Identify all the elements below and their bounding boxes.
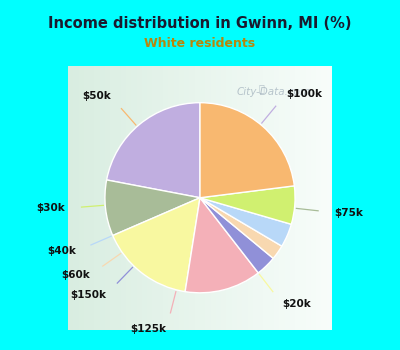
Wedge shape (107, 103, 200, 198)
Bar (179, 66, 184, 330)
Bar (147, 66, 152, 330)
Wedge shape (185, 198, 258, 293)
Bar (279, 66, 284, 330)
Bar (152, 66, 158, 330)
Bar (263, 66, 269, 330)
Bar (242, 66, 248, 330)
Text: $100k: $100k (286, 89, 322, 99)
Bar (200, 66, 205, 330)
Bar (226, 66, 232, 330)
Text: $40k: $40k (47, 246, 76, 256)
Bar (174, 66, 179, 330)
Bar (258, 66, 263, 330)
Wedge shape (200, 198, 273, 273)
Bar (190, 66, 195, 330)
Bar (168, 66, 174, 330)
Bar (221, 66, 226, 330)
Bar (105, 66, 110, 330)
Wedge shape (200, 186, 295, 224)
Bar (210, 66, 216, 330)
Wedge shape (105, 180, 200, 236)
Bar (142, 66, 147, 330)
Text: City-Data.com: City-Data.com (236, 88, 310, 97)
Text: $20k: $20k (283, 299, 312, 309)
Text: $75k: $75k (334, 208, 363, 218)
Bar (248, 66, 253, 330)
Text: $50k: $50k (82, 91, 111, 102)
Bar (253, 66, 258, 330)
Bar (78, 66, 84, 330)
Bar (311, 66, 316, 330)
Text: $125k: $125k (130, 323, 166, 334)
Bar (232, 66, 237, 330)
Bar (290, 66, 295, 330)
Wedge shape (113, 198, 200, 292)
Bar (163, 66, 168, 330)
Bar (284, 66, 290, 330)
Bar (295, 66, 300, 330)
Bar (184, 66, 190, 330)
Bar (274, 66, 279, 330)
Bar (216, 66, 221, 330)
Bar (116, 66, 121, 330)
Bar (300, 66, 306, 330)
Bar (306, 66, 311, 330)
Bar (126, 66, 131, 330)
Bar (237, 66, 242, 330)
Text: White residents: White residents (144, 37, 256, 50)
Bar (158, 66, 163, 330)
Bar (84, 66, 89, 330)
Text: $60k: $60k (61, 271, 90, 280)
Bar (269, 66, 274, 330)
Wedge shape (200, 198, 291, 246)
Bar (327, 66, 332, 330)
Bar (68, 66, 73, 330)
Bar (322, 66, 327, 330)
Bar (205, 66, 210, 330)
Bar (110, 66, 116, 330)
Bar (100, 66, 105, 330)
Bar (316, 66, 322, 330)
Bar (89, 66, 94, 330)
Text: $30k: $30k (37, 203, 66, 214)
Bar (73, 66, 78, 330)
Wedge shape (200, 103, 294, 198)
Bar (131, 66, 137, 330)
Bar (94, 66, 100, 330)
Bar (137, 66, 142, 330)
Bar (121, 66, 126, 330)
Text: Income distribution in Gwinn, MI (%): Income distribution in Gwinn, MI (%) (48, 16, 352, 31)
Bar (195, 66, 200, 330)
Text: $150k: $150k (70, 290, 106, 300)
Text: ⓘ: ⓘ (258, 83, 264, 93)
Wedge shape (200, 198, 282, 258)
